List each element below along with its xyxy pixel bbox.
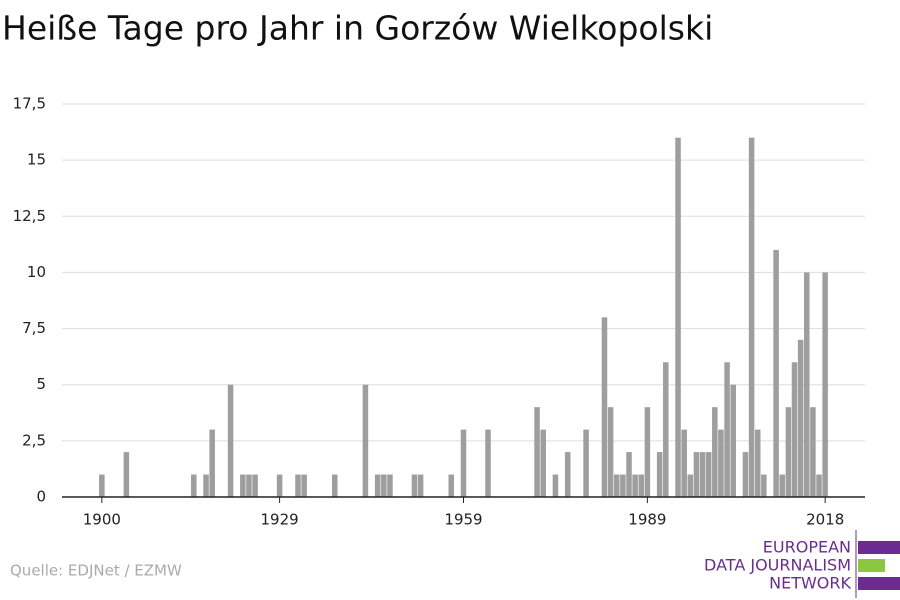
logo: EUROPEAN DATA JOURNALISM NETWORK	[704, 530, 900, 598]
bar	[485, 429, 491, 497]
bar	[681, 429, 687, 497]
x-tick-label: 1900	[83, 511, 121, 529]
bar	[276, 474, 283, 497]
bar	[448, 474, 454, 497]
y-tick-label: 12,5	[13, 207, 46, 225]
chart-title: Heiße Tage pro Jahr in Gorzów Wielkopols…	[2, 9, 713, 48]
bar	[460, 429, 467, 497]
bar	[191, 474, 197, 497]
bar	[387, 474, 393, 497]
bar	[712, 407, 718, 497]
bar	[773, 249, 779, 497]
bar	[301, 474, 307, 497]
bar	[583, 429, 589, 497]
bar	[822, 272, 828, 497]
bar	[754, 429, 761, 497]
bar	[656, 452, 663, 497]
bar	[724, 362, 730, 497]
y-tick-label: 17,5	[13, 95, 46, 113]
bar	[761, 474, 767, 497]
source: Quelle: EDJNet / EZMW	[10, 562, 182, 580]
logo-bar	[858, 541, 900, 554]
y-tick-label: 15	[27, 151, 46, 169]
bar	[663, 362, 669, 497]
bar	[705, 452, 712, 497]
bar	[632, 474, 638, 497]
y-tick-label: 7,5	[22, 319, 46, 337]
bar	[381, 474, 387, 497]
bar	[607, 407, 614, 497]
bar	[718, 429, 724, 497]
bar	[816, 474, 822, 497]
bar	[246, 474, 252, 497]
logo-text: DATA JOURNALISM	[704, 556, 851, 575]
bar	[252, 474, 258, 497]
logo-text: NETWORK	[769, 574, 851, 593]
bar	[411, 474, 418, 497]
bar	[240, 474, 246, 497]
bar	[540, 429, 546, 497]
bar	[613, 474, 620, 497]
bar	[374, 474, 381, 497]
bar	[552, 474, 559, 497]
y-tick-label: 5	[36, 375, 46, 393]
bar	[209, 429, 215, 497]
bar	[123, 452, 130, 497]
bar	[601, 317, 608, 497]
bar	[417, 474, 424, 497]
x-tick-label: 1929	[261, 511, 299, 529]
y-tick-label: 10	[27, 263, 46, 281]
bar	[295, 474, 301, 497]
bar	[564, 452, 571, 497]
bar	[785, 407, 792, 497]
x-tick-label: 1959	[444, 511, 482, 529]
bar	[804, 272, 810, 497]
y-tick-label: 0	[36, 488, 46, 506]
bar	[748, 137, 755, 497]
logo-bar	[858, 559, 885, 572]
bar	[675, 137, 681, 497]
bar	[791, 362, 798, 497]
bar	[693, 452, 700, 497]
bar	[362, 384, 369, 497]
logo-text: EUROPEAN	[763, 538, 851, 557]
bar	[99, 474, 105, 497]
bar	[644, 407, 651, 497]
bar	[332, 474, 338, 497]
y-tick-label: 2,5	[22, 431, 46, 449]
bar	[626, 452, 632, 497]
bar	[699, 452, 706, 497]
bar	[203, 474, 209, 497]
bar	[638, 474, 645, 497]
bar	[620, 474, 626, 497]
x-tick-label: 2018	[806, 511, 844, 529]
bar	[534, 407, 540, 497]
bar	[227, 384, 234, 497]
bar	[797, 339, 804, 497]
bar	[742, 452, 749, 497]
bar	[687, 474, 694, 497]
x-tick-label: 1989	[628, 511, 666, 529]
bar	[779, 474, 786, 497]
bar	[730, 384, 736, 497]
bar	[810, 407, 816, 497]
logo-bar	[858, 577, 900, 590]
